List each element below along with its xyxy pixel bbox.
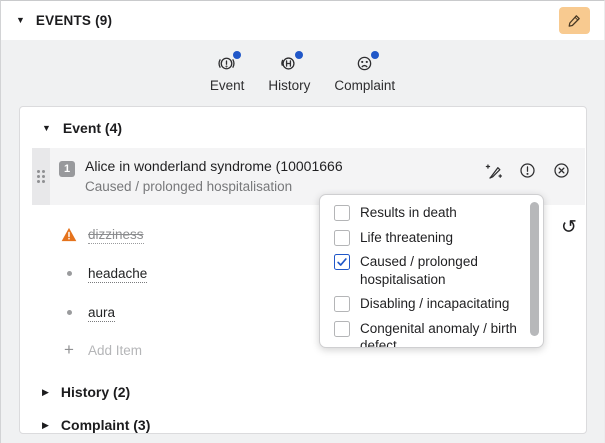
- bullet-icon: [56, 271, 82, 276]
- event-icon: [216, 51, 242, 75]
- add-item-button[interactable]: + Add Item: [20, 333, 586, 367]
- checkbox-unchecked[interactable]: [334, 205, 350, 221]
- tab-event[interactable]: Event: [209, 51, 245, 93]
- pen-icon: [567, 13, 582, 28]
- item-text-headache[interactable]: headache: [88, 265, 148, 283]
- checkbox-unchecked[interactable]: [334, 296, 350, 312]
- checkbox-unchecked[interactable]: [334, 320, 350, 337]
- list-item-dizziness[interactable]: dizziness: [20, 215, 586, 254]
- symptom-list: dizziness headache aura + Add Item: [20, 215, 586, 367]
- event-title: Alice in wonderland syndrome (10001666: [85, 158, 343, 174]
- option-results-in-death[interactable]: Results in death: [320, 201, 543, 226]
- list-item-headache[interactable]: headache: [20, 254, 586, 293]
- drag-dots-icon: [37, 170, 40, 173]
- drag-handle[interactable]: [32, 148, 50, 205]
- panel-header: ▼ EVENTS (9): [1, 1, 604, 40]
- edit-button[interactable]: [559, 7, 590, 34]
- item-text-aura[interactable]: aura: [88, 304, 116, 322]
- row-actions: [484, 161, 571, 205]
- list-item-aura[interactable]: aura: [20, 293, 586, 332]
- section-header-complaint[interactable]: ▶ Complaint (3): [20, 400, 586, 433]
- bullet-icon: [56, 310, 82, 315]
- tab-complaint-label: Complaint: [334, 78, 396, 93]
- section-label-event: Event (4): [62, 120, 123, 136]
- dropdown-scrollbar[interactable]: [530, 202, 539, 336]
- panel-title: EVENTS (9): [35, 13, 113, 28]
- row-index-badge: 1: [59, 161, 75, 177]
- checkbox-checked[interactable]: [334, 254, 350, 270]
- panel-header-left[interactable]: ▼ EVENTS (9): [16, 13, 112, 28]
- checkbox-unchecked[interactable]: [334, 229, 350, 246]
- event-row-text: Alice in wonderland syndrome (10001666 C…: [85, 156, 484, 205]
- section-label-complaint: Complaint (3): [60, 417, 151, 433]
- alert-circle-icon[interactable]: [518, 161, 537, 180]
- caret-down-icon[interactable]: ▼: [42, 122, 51, 133]
- event-seriousness[interactable]: Caused / prolonged hospitalisation: [85, 179, 293, 194]
- notification-dot: [295, 51, 304, 59]
- remove-circle-icon[interactable]: [552, 161, 571, 180]
- notification-dot: [370, 51, 379, 59]
- tab-complaint[interactable]: Complaint: [334, 51, 396, 93]
- item-text-dizziness[interactable]: dizziness: [88, 226, 144, 244]
- complaint-icon: [354, 51, 379, 75]
- caret-right-icon[interactable]: ▶: [42, 419, 49, 430]
- section-header-history[interactable]: ▶ History (2): [20, 367, 586, 400]
- undo-icon[interactable]: ↺: [557, 216, 581, 240]
- seriousness-dropdown: Results in death Life threatening Caused…: [319, 194, 544, 348]
- section-header-event[interactable]: ▼ Event (4): [20, 107, 586, 136]
- tab-history[interactable]: History: [268, 51, 311, 93]
- option-congenital-anomaly[interactable]: Congenital anomaly / birth defect: [320, 317, 543, 347]
- caret-right-icon[interactable]: ▶: [42, 386, 49, 397]
- warning-icon: [56, 227, 82, 242]
- option-life-threatening[interactable]: Life threatening: [320, 226, 543, 251]
- tab-event-label: Event: [209, 78, 245, 93]
- plus-icon: +: [64, 340, 74, 359]
- option-caused-prolonged-hospitalisation[interactable]: Caused / prolonged hospitalisation: [320, 250, 543, 292]
- tab-history-label: History: [268, 78, 311, 93]
- category-tabs: Event History: [1, 40, 604, 93]
- notification-dot: [233, 51, 242, 59]
- history-icon: [278, 51, 304, 75]
- option-disabling-incapacitating[interactable]: Disabling / incapacitating: [320, 292, 543, 317]
- section-label-history: History (2): [60, 384, 131, 400]
- event-row[interactable]: 1 Alice in wonderland syndrome (10001666…: [32, 148, 585, 205]
- add-item-label: Add Item: [88, 342, 143, 358]
- auto-fix-wand-icon[interactable]: [484, 161, 503, 180]
- collapse-caret-icon[interactable]: ▼: [16, 15, 25, 25]
